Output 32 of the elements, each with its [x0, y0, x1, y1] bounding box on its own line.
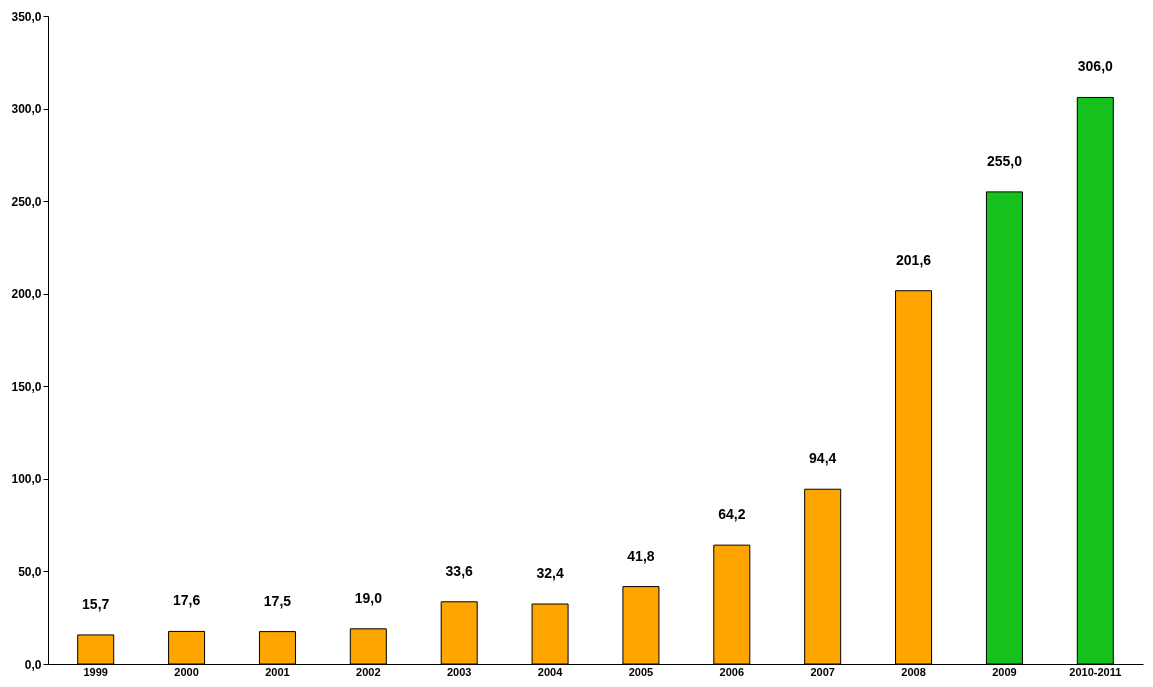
data-label: 255,0 — [986, 152, 1023, 169]
y-tick-label: 250,0 — [11, 194, 42, 209]
x-tick-label: 2001 — [265, 665, 290, 678]
data-label: 94,4 — [809, 450, 837, 467]
y-tick-label: 50,0 — [18, 564, 42, 579]
x-tick-label: 2002 — [356, 665, 381, 678]
y-tick-label: 300,0 — [11, 102, 42, 117]
data-label: 33,6 — [445, 562, 474, 579]
data-label: 17,6 — [172, 592, 201, 609]
data-label: 201,6 — [896, 251, 932, 268]
data-label: 41,8 — [627, 547, 655, 564]
x-tick-label: 2007 — [810, 665, 835, 678]
data-label: 306,0 — [1077, 58, 1114, 75]
x-tick-label: 2004 — [537, 665, 564, 678]
y-tick-label: 200,0 — [11, 287, 42, 302]
data-label: 64,2 — [718, 506, 746, 523]
x-tick-label: 2010-2011 — [1069, 665, 1122, 678]
y-tick-label: 350,0 — [11, 9, 42, 24]
x-tick-label: 2008 — [901, 665, 926, 678]
x-tick-label: 2009 — [992, 665, 1017, 678]
y-tick-label: 100,0 — [11, 472, 42, 487]
x-tick-label: 2005 — [628, 665, 654, 678]
data-label: 19,0 — [354, 589, 383, 606]
x-tick-label: 2003 — [446, 665, 472, 678]
y-tick-label: 150,0 — [11, 379, 42, 394]
data-label: 17,5 — [263, 592, 292, 609]
data-label: 32,4 — [536, 565, 564, 582]
x-tick-label: 2000 — [174, 665, 199, 678]
data-label: 15,7 — [82, 595, 110, 612]
x-tick-label: 1999 — [83, 665, 108, 678]
y-tick-label: 0,0 — [24, 657, 42, 672]
x-tick-label: 2006 — [719, 665, 745, 678]
